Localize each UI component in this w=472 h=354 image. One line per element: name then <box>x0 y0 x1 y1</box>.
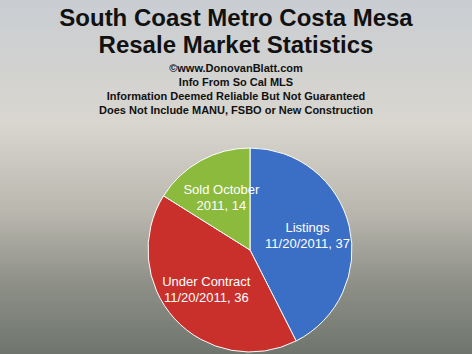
html-text:South Coast Metro Costa Mesa R: South Coast Metro Costa Mesa Resale Mark… <box>59 4 413 58</box>
svg-text:Listings11/20/2011, 37: Listings11/20/2011, 37 <box>265 220 350 251</box>
svg-text:Sold October2011, 14: Sold October2011, 14 <box>183 182 260 213</box>
html-text:Does Not Include MANU, FSBO or: Does Not Include MANU, FSBO or New Const… <box>99 104 373 116</box>
html-text:Info From So Cal MLS: Info From So Cal MLS <box>178 76 294 88</box>
html-text:Information Deemed Reliable Bu: Information Deemed Reliable But Not Guar… <box>106 90 366 102</box>
html-text:©www.DonovanBlatt.com: ©www.DonovanBlatt.com <box>169 62 303 74</box>
svg-text:Under Contract11/20/2011, 36: Under Contract11/20/2011, 36 <box>162 274 251 305</box>
